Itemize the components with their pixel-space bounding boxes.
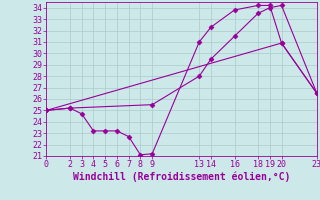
X-axis label: Windchill (Refroidissement éolien,°C): Windchill (Refroidissement éolien,°C) <box>73 172 290 182</box>
